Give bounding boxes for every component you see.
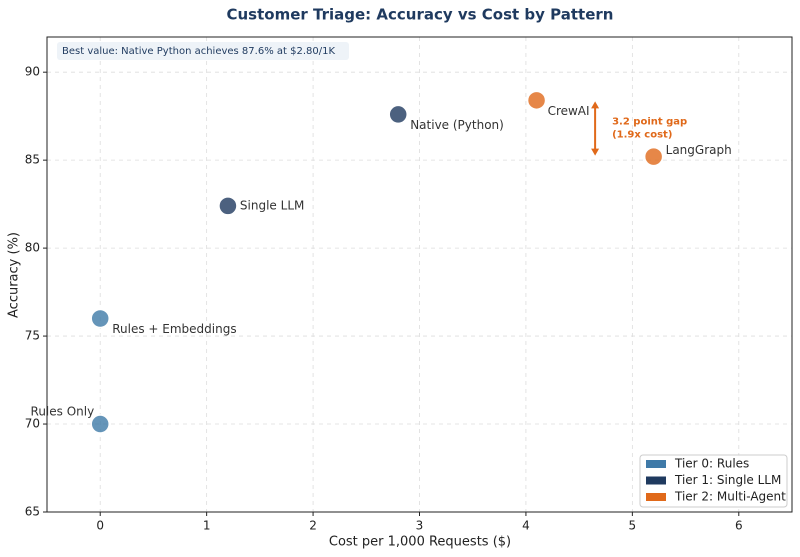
point [643, 146, 664, 167]
point [526, 90, 547, 111]
legend-label: Tier 0: Rules [674, 457, 749, 471]
point-label: Rules Only [31, 405, 95, 419]
arrow-head [591, 148, 600, 156]
arrow-head [591, 101, 600, 109]
x-tick-label: 5 [629, 519, 637, 533]
y-tick-label: 65 [25, 505, 40, 519]
note-box [57, 42, 349, 60]
point-label: Single LLM [240, 198, 304, 212]
legend-swatch [646, 460, 666, 468]
legend-label: Tier 2: Multi-Agent [674, 490, 786, 504]
point [388, 104, 408, 125]
point-label: CrewAI [548, 104, 590, 118]
x-tick-label: 2 [309, 519, 317, 533]
point [90, 414, 110, 434]
x-tick-label: 4 [522, 519, 530, 533]
y-axis-label: Accuracy (%) [7, 232, 22, 318]
y-tick-label: 80 [25, 241, 40, 255]
point [90, 308, 110, 329]
gap-label: (1.9x cost) [612, 129, 672, 140]
x-tick-label: 6 [735, 519, 743, 533]
point-label: Native (Python) [410, 118, 504, 132]
x-tick-label: 3 [416, 519, 424, 533]
gap-label: 3.2 point gap [612, 116, 687, 127]
legend-label: Tier 1: Single LLM [674, 473, 781, 487]
plot-frame [46, 36, 793, 513]
y-tick-label: 75 [25, 329, 40, 343]
point-label: Rules + Embeddings [112, 322, 236, 336]
legend-swatch [646, 493, 666, 501]
point [218, 196, 238, 216]
point-label: LangGraph [666, 143, 732, 157]
x-axis-label: Cost per 1,000 Requests ($) [329, 535, 511, 550]
y-tick-label: 70 [25, 417, 40, 431]
chart-title: Customer Triage: Accuracy vs Cost by Pat… [227, 6, 614, 24]
x-tick-label: 1 [203, 519, 211, 533]
y-tick-label: 90 [25, 65, 40, 79]
legend-swatch [646, 476, 666, 485]
x-tick-label: 0 [96, 519, 104, 533]
y-tick-label: 85 [25, 153, 40, 167]
legend-box [639, 454, 788, 508]
best-value-note: Best value: Native Python achieves 87.6%… [62, 46, 335, 57]
